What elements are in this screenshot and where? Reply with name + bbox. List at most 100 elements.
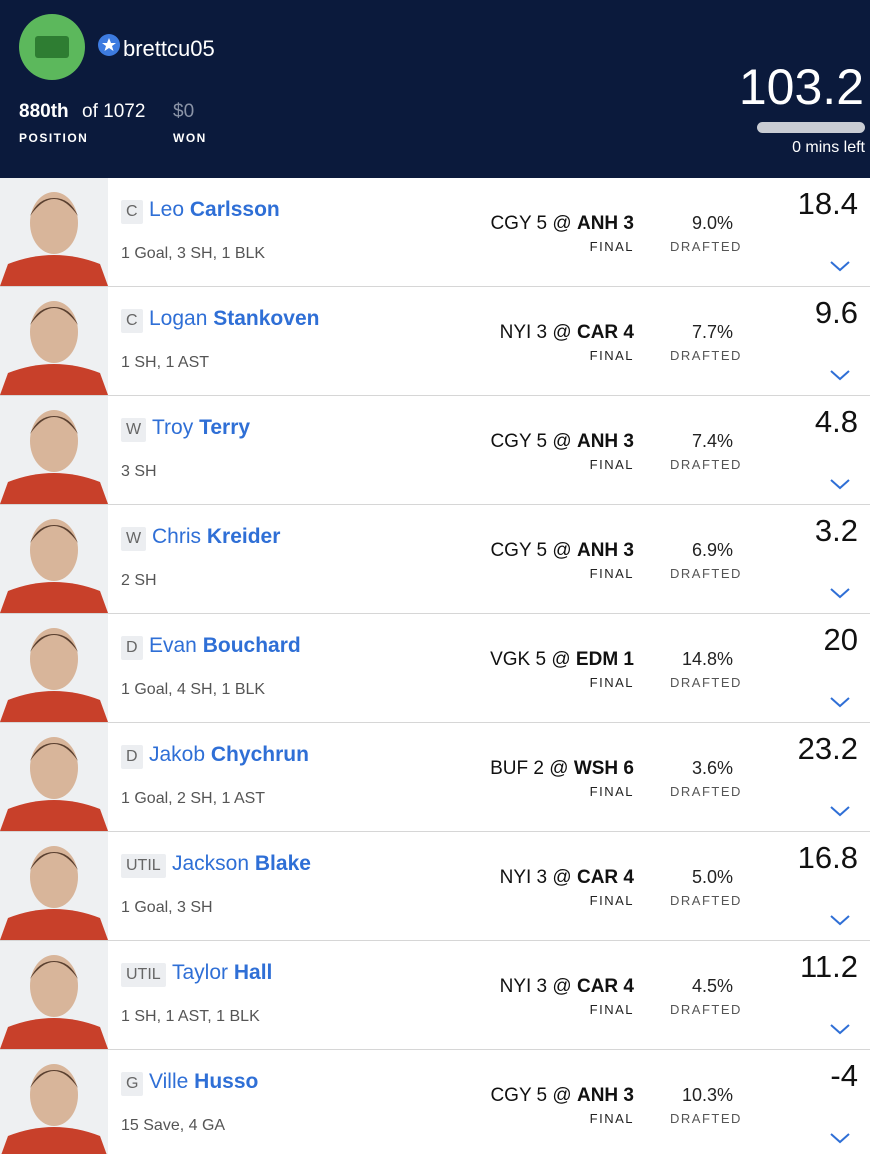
drafted-label: DRAFTED [670, 348, 742, 363]
player-name[interactable]: Troy Terry [152, 416, 250, 440]
away-team: NYI 3 [499, 976, 548, 997]
username[interactable]: brettcu05 [123, 36, 215, 61]
game-status: FINAL [589, 1111, 634, 1126]
won-label: WON [173, 131, 207, 145]
game-score: NYI 3 @ CAR 4 [500, 867, 634, 889]
expand-chevron[interactable] [829, 1131, 851, 1150]
total-score: 103.2 [738, 59, 864, 115]
player-name[interactable]: Logan Stankoven [149, 307, 319, 331]
player-stats: 15 Save, 4 GA [121, 1117, 226, 1134]
last-name: Hall [233, 961, 273, 984]
silhouette [1, 1064, 107, 1154]
away-team: VGK 5 [490, 649, 547, 670]
at-sign: @ [552, 213, 572, 234]
player-name[interactable]: Evan Bouchard [149, 634, 301, 658]
player-name[interactable]: Leo Carlsson [149, 198, 280, 222]
time-left: 0 mins left [792, 139, 865, 156]
chevron-icon[interactable] [829, 259, 851, 273]
drafted-pct: 9.0% [691, 213, 733, 233]
first-name: Jakob [149, 743, 206, 766]
drafted-label: DRAFTED [670, 675, 742, 690]
chevron-icon[interactable] [829, 913, 851, 927]
chevron-icon[interactable] [829, 368, 851, 382]
game-score: CGY 5 @ ANH 3 [490, 1085, 634, 1107]
home-team: CAR 4 [576, 976, 634, 997]
progress-bar [757, 122, 865, 133]
home-team: ANH 3 [576, 213, 634, 234]
player-photo [0, 396, 108, 504]
silhouette [0, 519, 108, 613]
first-name: Logan [149, 307, 208, 330]
player-row: UTIL Jackson Blake 1 Goal, 3 SH NYI 3 @ CAR… [0, 832, 870, 941]
first-name: Ville [149, 1070, 189, 1093]
rank-label: POSITION [19, 131, 89, 145]
expand-chevron[interactable] [829, 695, 851, 714]
player-name[interactable]: Chris Kreider [152, 525, 280, 549]
home-team: EDM 1 [575, 649, 634, 670]
position-badge: W [121, 527, 147, 551]
chevron-icon[interactable] [829, 804, 851, 818]
position-badge: D [121, 745, 143, 769]
expand-chevron[interactable] [829, 1022, 851, 1041]
drafted-pct: 7.4% [691, 431, 733, 451]
player-stats: 2 SH [121, 572, 157, 589]
expand-chevron[interactable] [829, 477, 851, 496]
away-team: CGY 5 [490, 1085, 548, 1106]
player-photo [0, 1050, 108, 1154]
first-name: Chris [152, 525, 202, 548]
first-name: Leo [149, 198, 185, 221]
chevron-icon[interactable] [829, 1131, 851, 1145]
game-score: CGY 5 @ ANH 3 [490, 540, 634, 562]
player-photo [0, 723, 108, 831]
player-name[interactable]: Ville Husso [149, 1070, 258, 1094]
verified-icon [98, 34, 120, 56]
at-sign: @ [552, 431, 572, 452]
last-name: Kreider [206, 525, 281, 548]
silhouette [0, 192, 108, 286]
player-name[interactable]: Jackson Blake [172, 852, 311, 876]
at-sign: @ [552, 867, 572, 888]
game-score: NYI 3 @ CAR 4 [500, 322, 634, 344]
silhouette [0, 410, 108, 504]
away-team: NYI 3 [499, 867, 548, 888]
player-name[interactable]: Jakob Chychrun [149, 743, 309, 767]
header: brettcu05 880th of 1072 POSITION $0 WON … [0, 0, 870, 178]
home-team: ANH 3 [576, 431, 634, 452]
away-team: CGY 5 [490, 213, 548, 234]
game-status: FINAL [589, 675, 634, 690]
away-team: CGY 5 [490, 540, 548, 561]
expand-chevron[interactable] [829, 368, 851, 387]
player-name[interactable]: Taylor Hall [172, 961, 272, 985]
expand-chevron[interactable] [829, 586, 851, 605]
drafted-label: DRAFTED [670, 1111, 742, 1126]
player-points: -4 [830, 1058, 858, 1093]
player-row: W Chris Kreider 2 SH CGY 5 @ ANH 3 FINAL 6.9%… [0, 505, 870, 614]
position-badge: C [121, 200, 143, 224]
game-score: CGY 5 @ ANH 3 [490, 213, 634, 235]
player-photo [0, 614, 108, 722]
drafted-pct: 7.7% [691, 322, 733, 342]
expand-chevron[interactable] [829, 913, 851, 932]
game-score: CGY 5 @ ANH 3 [490, 431, 634, 453]
last-name: Stankoven [213, 307, 320, 330]
home-team: ANH 3 [576, 1085, 634, 1106]
player-row: W Troy Terry 3 SH CGY 5 @ ANH 3 FINAL 7.4% DRA… [0, 396, 870, 505]
player-points: 11.2 [799, 949, 858, 984]
position-badge: W [121, 418, 147, 442]
player-row: UTIL Taylor Hall 1 SH, 1 AST, 1 BLK NYI 3 @… [0, 941, 870, 1050]
game-status: FINAL [589, 893, 634, 908]
player-stats: 1 Goal, 3 SH, 1 BLK [121, 245, 266, 262]
game-score: VGK 5 @ EDM 1 [490, 649, 634, 671]
player-stats: 3 SH [121, 463, 157, 480]
chevron-icon[interactable] [829, 477, 851, 491]
expand-chevron[interactable] [829, 259, 851, 278]
game-status: FINAL [589, 784, 634, 799]
player-points: 20 [823, 622, 858, 657]
expand-chevron[interactable] [829, 804, 851, 823]
position-badge: D [121, 636, 143, 660]
chevron-icon[interactable] [829, 586, 851, 600]
chevron-icon[interactable] [829, 695, 851, 709]
chevron-icon[interactable] [829, 1022, 851, 1036]
drafted-pct: 5.0% [691, 867, 733, 887]
drafted-label: DRAFTED [670, 784, 742, 799]
